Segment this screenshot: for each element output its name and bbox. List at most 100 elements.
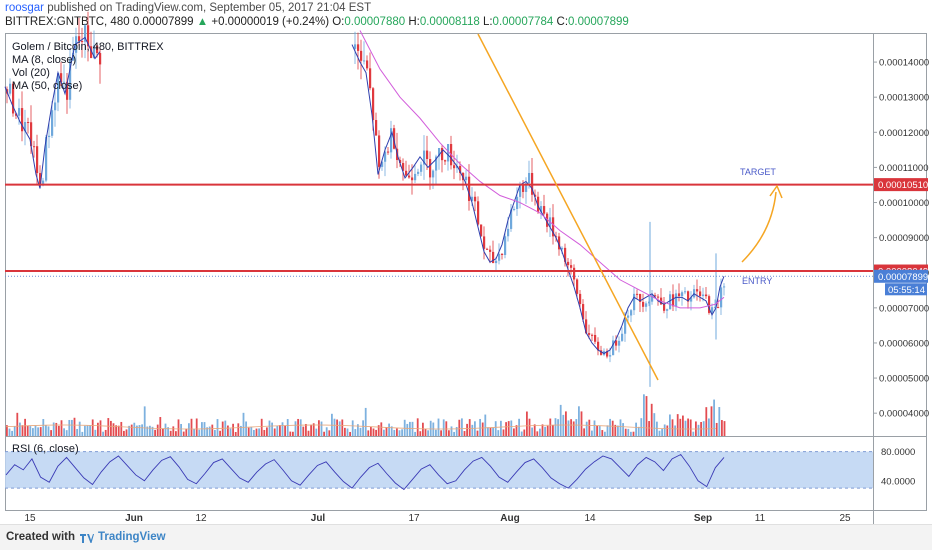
volume-bar [65, 430, 68, 436]
volume-bar [26, 425, 29, 436]
volume-bar [55, 422, 58, 436]
rsi-legend[interactable]: RSI (6, close) [12, 443, 79, 455]
high-value: 0.00008118 [419, 16, 480, 28]
volume-bar [585, 421, 588, 436]
candle-body [492, 251, 495, 264]
volume-bar [107, 418, 110, 436]
volume-bar [604, 431, 606, 436]
candle-body [507, 228, 510, 237]
candle-body [441, 147, 444, 161]
volume-bar [292, 431, 294, 436]
x-tick-label: Jul [311, 513, 326, 524]
volume-bar [208, 426, 211, 436]
candle-body [87, 25, 90, 47]
volume-bar [489, 427, 492, 436]
candle-body [381, 161, 384, 167]
legend-volume[interactable]: Vol (20) [12, 67, 50, 79]
candle-body [702, 294, 705, 296]
low-label: L: [482, 16, 493, 28]
tradingview-brand[interactable]: TradingView [98, 531, 166, 543]
volume-bar [333, 418, 336, 436]
x-tick-label: Sep [694, 513, 712, 524]
candle-body [624, 317, 627, 334]
volume-bar [130, 424, 133, 436]
open-label: O: [332, 16, 345, 28]
volume-bar [559, 404, 562, 436]
candle-body [474, 196, 477, 202]
volume-bar [24, 418, 26, 436]
candle-body [696, 289, 699, 292]
candle-body [552, 217, 555, 237]
target-arrow-head-icon [769, 184, 783, 199]
volume-bar [674, 425, 676, 436]
volume-bar [214, 430, 216, 436]
candle-body [570, 265, 573, 268]
volume-bar [578, 406, 580, 436]
candle-body [663, 304, 666, 311]
volume-bar [29, 426, 32, 436]
volume-bar [453, 431, 455, 436]
volume-bar [351, 420, 354, 436]
volume-bar [47, 426, 50, 436]
candle-body [45, 137, 48, 181]
volume-bar [221, 421, 224, 436]
volume-bar [63, 428, 65, 436]
candle-body [30, 122, 33, 147]
chart-header: roosgar published on TradingView.com, Se… [0, 0, 932, 33]
rsi-band [5, 451, 873, 489]
volume-bar [289, 431, 292, 436]
volume-bar [255, 428, 258, 436]
change-value: +0.00000019 (+0.24%) [211, 16, 330, 28]
candle-body [675, 293, 678, 307]
volume-bar [357, 424, 359, 436]
volume-bar [692, 431, 695, 436]
x-tick-label: Aug [500, 513, 519, 524]
volume-bar [632, 431, 635, 436]
volume-bar [344, 427, 346, 436]
volume-bar [687, 418, 689, 436]
volume-bar [162, 428, 164, 436]
volume-bar [193, 429, 195, 436]
volume-bar [39, 427, 42, 436]
candle-body [720, 287, 723, 308]
volume-bar [276, 425, 279, 436]
volume-bar [328, 430, 331, 436]
author-link[interactable]: roosgar [5, 2, 44, 14]
candle-body [489, 249, 492, 252]
candle-body [414, 173, 417, 181]
volume-bar [390, 426, 393, 436]
volume-bar [663, 424, 666, 436]
volume-bar [676, 414, 679, 436]
candle-body [486, 248, 489, 250]
volume-bar [141, 424, 143, 436]
volume-bar [377, 425, 380, 436]
tradingview-logo-icon[interactable] [80, 532, 94, 544]
candle-body [54, 102, 57, 111]
candle-body [636, 293, 639, 295]
volume-bar [640, 418, 643, 436]
candle-body [27, 122, 30, 124]
candle-body [363, 60, 366, 62]
price-chart[interactable]: 0.00014000 0.00013000 0.00012000 0.00011000… [0, 0, 932, 524]
candle-body [360, 50, 363, 61]
rsi-line [5, 453, 725, 491]
last-price-tag [874, 269, 928, 283]
volume-bar [45, 425, 47, 436]
volume-bar [658, 430, 661, 436]
volume-bar [97, 422, 99, 436]
legend-ma8[interactable]: MA (8, close) [12, 54, 77, 66]
candle-body [633, 293, 636, 311]
ma50-line [359, 30, 725, 309]
legend-title[interactable]: Golem / Bitcoin, 480, BITTREX [12, 41, 164, 53]
volume-bar [552, 425, 554, 436]
volume-bar [437, 418, 440, 436]
candle-body [510, 209, 513, 229]
volume-bar [253, 429, 255, 436]
legend-ma50[interactable]: MA (50, close) [12, 80, 83, 92]
y-tick-label: 0.00006000 [879, 338, 929, 349]
volume-bar [393, 429, 396, 436]
volume-bar [284, 425, 286, 436]
volume-bar [310, 424, 312, 436]
created-with-text: Created with [6, 531, 76, 543]
candle-body [594, 334, 597, 342]
